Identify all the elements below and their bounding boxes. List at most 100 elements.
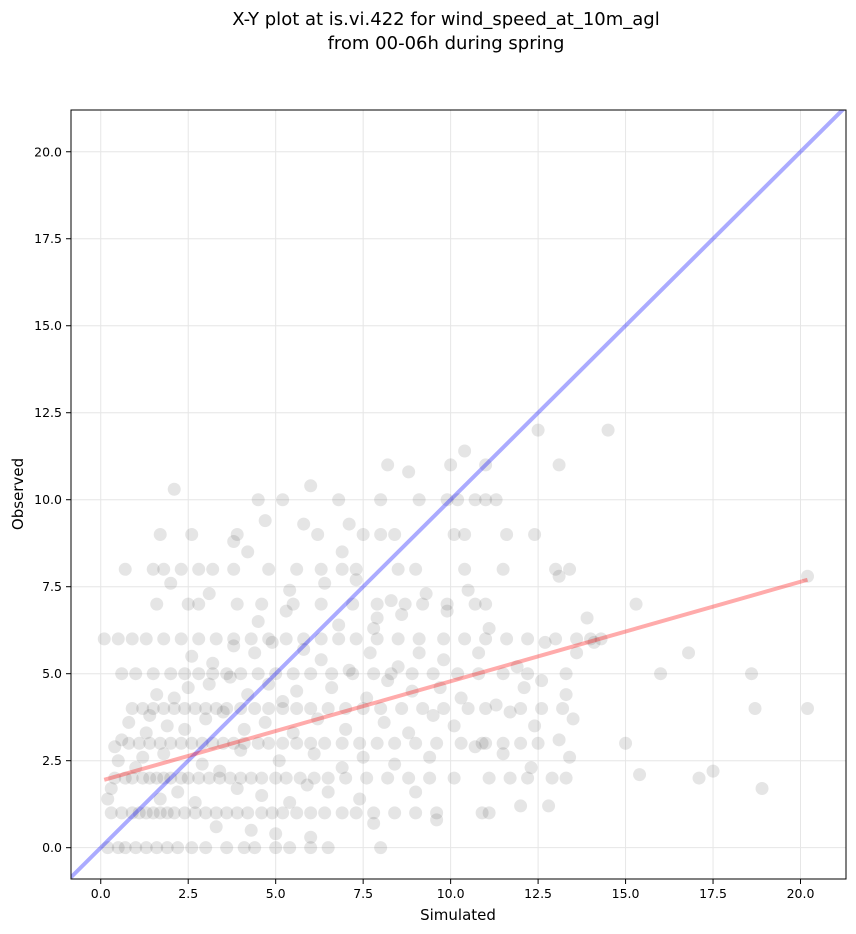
scatter-point xyxy=(311,528,325,542)
scatter-point xyxy=(374,701,388,715)
scatter-point xyxy=(304,736,318,750)
scatter-point xyxy=(262,701,276,715)
reference-lines xyxy=(71,110,846,879)
scatter-point xyxy=(272,754,286,768)
scatter-point xyxy=(157,747,171,761)
scatter-point xyxy=(206,656,220,670)
scatter-point xyxy=(447,719,461,733)
scatter-point xyxy=(146,667,160,681)
scatter-point xyxy=(216,736,230,750)
scatter-point xyxy=(132,736,146,750)
scatter-point xyxy=(748,701,762,715)
scatter-point xyxy=(283,795,297,809)
scatter-point xyxy=(304,479,318,493)
scatter-point xyxy=(276,806,290,820)
scatter-point xyxy=(384,594,398,608)
scatter-point xyxy=(185,649,199,663)
scatter-point xyxy=(122,715,136,729)
scatter-point xyxy=(587,635,601,649)
scatter-point xyxy=(430,806,444,820)
scatter-point xyxy=(528,528,542,542)
scatter-point xyxy=(353,736,367,750)
scatter-point xyxy=(174,736,188,750)
scatter-point xyxy=(269,841,283,855)
scatter-point xyxy=(489,493,503,507)
scatter-point xyxy=(433,681,447,695)
scatter-point xyxy=(108,740,122,754)
scatter-point xyxy=(391,660,405,674)
scatter-point xyxy=(535,701,549,715)
x-tick-label: 15.0 xyxy=(612,886,640,901)
scatter-point xyxy=(521,632,535,646)
scatter-point xyxy=(503,771,517,785)
x-tick-label: 20.0 xyxy=(787,886,815,901)
scatter-point xyxy=(146,701,160,715)
scatter-point xyxy=(118,841,132,855)
scatter-point xyxy=(157,701,171,715)
scatter-point xyxy=(437,632,451,646)
scatter-point xyxy=(629,597,643,611)
scatter-point xyxy=(248,701,262,715)
scatter-point xyxy=(297,632,311,646)
scatter-point xyxy=(192,771,206,785)
scatter-point xyxy=(129,667,143,681)
scatter-point xyxy=(412,646,426,660)
scatter-point xyxy=(468,740,482,754)
scatter-point xyxy=(318,806,332,820)
scatter-point xyxy=(458,528,472,542)
y-tick-label: 2.5 xyxy=(42,753,62,768)
scatter-point xyxy=(321,841,335,855)
scatter-point xyxy=(419,587,433,601)
scatter-point xyxy=(111,841,125,855)
scatter-point xyxy=(381,674,395,688)
scatter-point xyxy=(381,458,395,472)
scatter-point xyxy=(367,806,381,820)
x-tick-label: 17.5 xyxy=(699,886,727,901)
scatter-point xyxy=(314,562,328,576)
scatter-point xyxy=(559,688,573,702)
scatter-point xyxy=(290,736,304,750)
scatter-point xyxy=(514,799,528,813)
scatter-point xyxy=(405,667,419,681)
scatter-point xyxy=(153,736,167,750)
scatter-point xyxy=(535,674,549,688)
y-tick-label: 5.0 xyxy=(42,666,62,681)
scatter-point xyxy=(370,597,384,611)
scatter-point xyxy=(164,667,178,681)
scatter-point xyxy=(167,701,181,715)
scatter-point xyxy=(468,597,482,611)
scatter-point xyxy=(108,771,122,785)
scatter-point xyxy=(601,423,615,437)
x-axis: 0.0 2.5 5.0 7.5 10.0 12.5 15.0 17.5 20.0 xyxy=(91,879,815,901)
scatter-point xyxy=(412,632,426,646)
regression-fit-line xyxy=(103,577,809,782)
scatter-point xyxy=(227,639,241,653)
scatter-point xyxy=(570,632,584,646)
scatter-point xyxy=(251,493,265,507)
scatter-point xyxy=(447,528,461,542)
chart-title-line-2: from 00-06h during spring xyxy=(328,33,565,54)
scatter-point xyxy=(146,806,160,820)
scatter-point xyxy=(125,771,139,785)
scatter-points xyxy=(97,423,815,855)
scatter-point xyxy=(220,806,234,820)
scatter-point xyxy=(381,771,395,785)
scatter-point xyxy=(122,736,136,750)
scatter-point xyxy=(283,841,297,855)
scatter-point xyxy=(745,667,759,681)
scatter-point xyxy=(360,771,374,785)
scatter-point xyxy=(276,493,290,507)
scatter-point xyxy=(570,646,584,660)
scatter-point xyxy=(262,677,276,691)
scatter-point xyxy=(192,562,206,576)
scatter-point xyxy=(619,736,633,750)
scatter-point xyxy=(374,528,388,542)
scatter-point xyxy=(139,841,153,855)
scatter-point xyxy=(241,688,255,702)
scatter-point xyxy=(174,562,188,576)
scatter-point xyxy=(370,736,384,750)
scatter-point xyxy=(139,726,153,740)
scatter-point xyxy=(517,681,531,695)
scatter-point xyxy=(143,771,157,785)
scatter-point xyxy=(258,715,272,729)
